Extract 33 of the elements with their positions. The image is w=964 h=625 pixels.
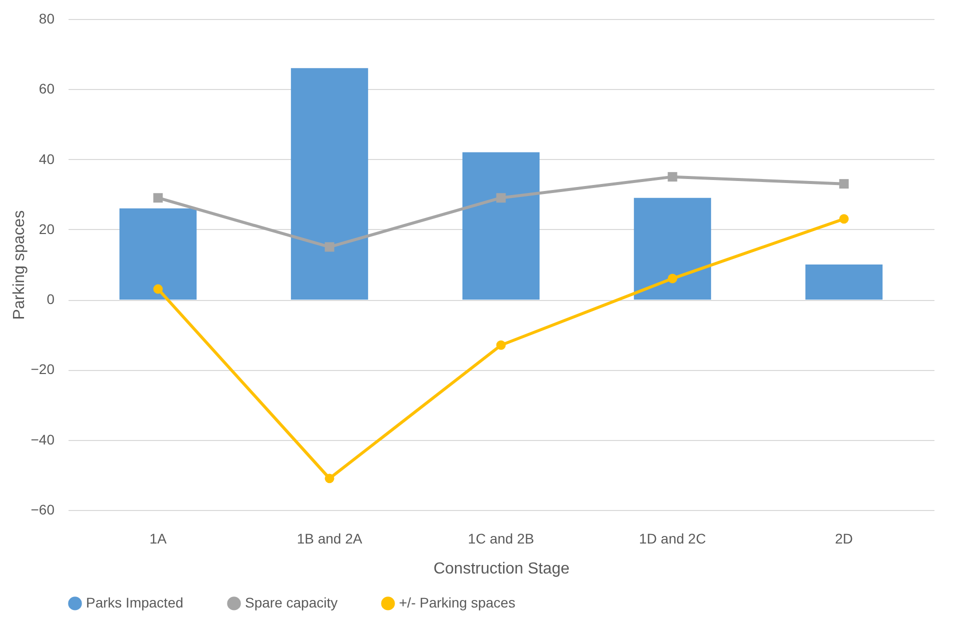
- bar: [462, 152, 540, 300]
- legend-label: Parks Impacted: [86, 594, 184, 610]
- y-tick-label: 60: [38, 80, 55, 97]
- point: [153, 193, 163, 203]
- x-tick-label: 1B and 2A: [296, 530, 363, 546]
- y-tick-label: 20: [38, 220, 55, 237]
- point: [496, 340, 506, 350]
- y-tick-label: −60: [30, 502, 55, 518]
- point: [668, 274, 678, 284]
- point: [496, 193, 506, 203]
- legend-label: Spare capacity: [245, 594, 338, 610]
- x-tick-label: 1D and 2C: [639, 530, 706, 546]
- y-tick-label: −40: [30, 431, 55, 448]
- y-tick-label: 80: [38, 10, 55, 26]
- legend-label: +/- Parking spaces: [399, 594, 516, 610]
- x-tick-label: 1C and 2B: [468, 530, 534, 546]
- point: [324, 474, 334, 484]
- bar: [290, 68, 368, 300]
- y-tick-label: −20: [30, 361, 55, 378]
- bar: [119, 208, 197, 300]
- y-tick-label: 40: [38, 150, 55, 167]
- point: [839, 179, 849, 189]
- point: [153, 284, 163, 294]
- point: [324, 242, 334, 252]
- x-tick-label: 2D: [835, 530, 853, 546]
- bar: [805, 264, 883, 300]
- x-axis-title: Construction Stage: [433, 560, 570, 578]
- y-tick-label: 0: [46, 291, 55, 308]
- y-axis-title: Parking spaces: [10, 210, 28, 320]
- point: [839, 214, 849, 224]
- x-tick-label: 1A: [149, 530, 168, 546]
- point: [668, 172, 678, 182]
- bar: [634, 198, 712, 300]
